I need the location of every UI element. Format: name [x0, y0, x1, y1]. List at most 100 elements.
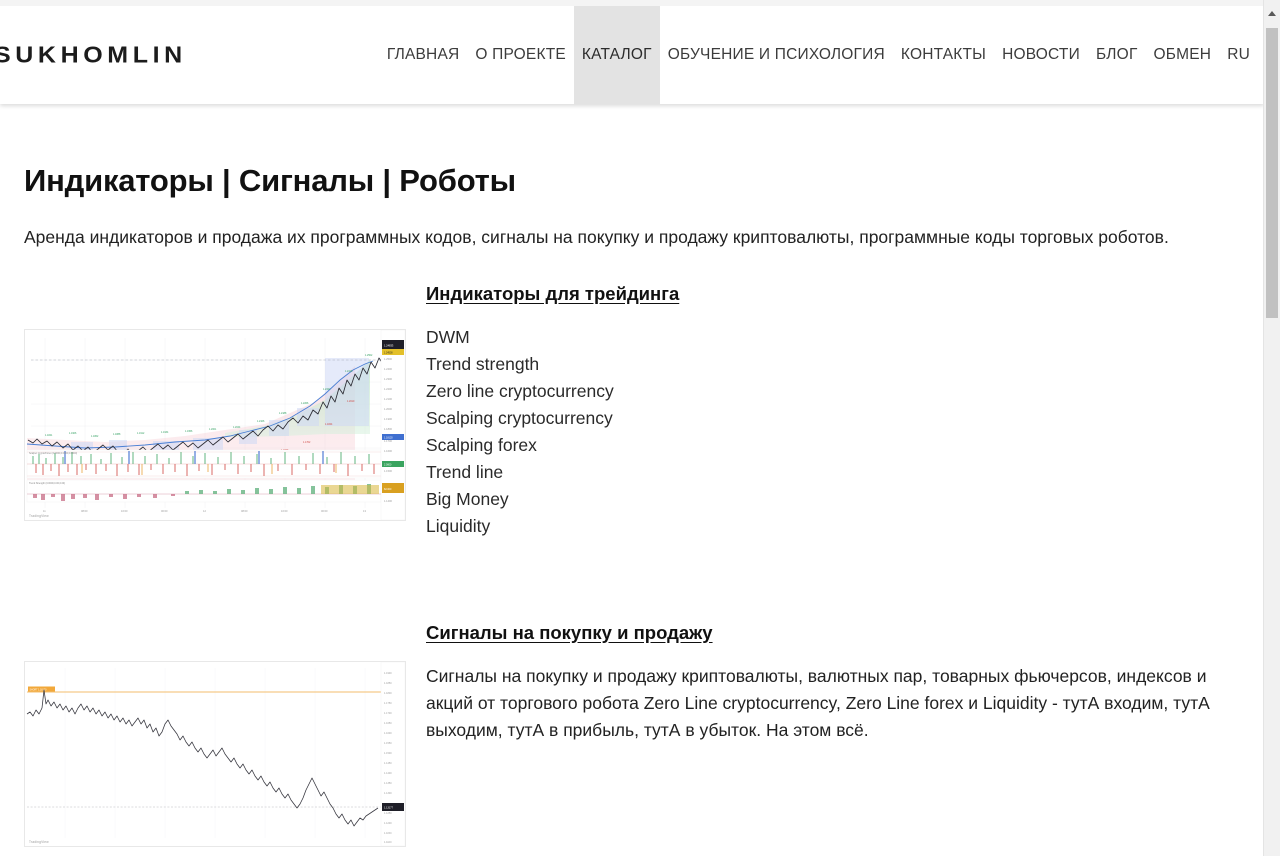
svg-text:00:00: 00:00	[321, 509, 328, 513]
svg-text:1.1150: 1.1150	[384, 832, 392, 835]
svg-text:1.2400: 1.2400	[384, 367, 392, 371]
svg-text:1.1702: 1.1702	[303, 441, 311, 444]
nav-item-exchange[interactable]: ОБМЕН	[1153, 46, 1212, 63]
svg-text:1.1500: 1.1500	[384, 752, 392, 755]
svg-text:00:00: 00:00	[161, 509, 168, 513]
page-scrollbar[interactable]	[1263, 0, 1280, 856]
main-navigation: ГЛАВНАЯ О ПРОЕКТЕ КАТАЛОГ ОБУЧЕНИЕ И ПСИ…	[379, 6, 1264, 104]
nav-item-language[interactable]: RU	[1227, 46, 1250, 63]
svg-text:SHORT 1.18120: SHORT 1.18120	[30, 689, 48, 691]
svg-text:1.2418: 1.2418	[345, 370, 353, 373]
list-item[interactable]: Scalping cryptocurrency	[426, 407, 613, 428]
list-item[interactable]: Zero line cryptocurrency	[426, 380, 614, 401]
svg-text:1.1912: 1.1912	[137, 432, 145, 435]
svg-text:12: 12	[203, 509, 206, 513]
svg-text:1.1100: 1.1100	[384, 841, 392, 844]
svg-text:1.2200: 1.2200	[384, 387, 392, 391]
svg-text:1.1400: 1.1400	[384, 772, 392, 775]
svg-text:1.1200: 1.1200	[384, 822, 392, 825]
svg-text:08:00: 08:00	[81, 509, 88, 513]
svg-text:1.1700: 1.1700	[384, 712, 392, 715]
svg-text:1.2266: 1.2266	[301, 402, 309, 405]
scrollbar-thumb[interactable]	[1266, 28, 1278, 318]
svg-text:1.1700: 1.1700	[384, 439, 392, 443]
svg-text:1.1650: 1.1650	[384, 722, 392, 725]
signals-chart-thumbnail[interactable]: SHORT 1.18120 1.1900 1.1850 1.1800 1.1750 …	[24, 660, 406, 847]
svg-text:1.2010: 1.2010	[347, 400, 355, 403]
svg-text:1.1400: 1.1400	[384, 499, 392, 503]
signals-text-column: Сигналы на покупку и продажу Сигналы на …	[404, 621, 1240, 745]
logo-text: SUKHOMLIN	[0, 41, 187, 68]
svg-text:1.18120: 1.18120	[384, 436, 393, 439]
svg-text:1.1844: 1.1844	[325, 423, 333, 426]
svg-text:1.1600: 1.1600	[384, 732, 392, 735]
svg-text:1.2500: 1.2500	[384, 357, 392, 361]
svg-text:Trend Strength (0.0000,0.00,0.: Trend Strength (0.0000,0.00,0.00)	[29, 482, 65, 485]
svg-text:1.1600: 1.1600	[384, 449, 392, 453]
svg-text:1.1550: 1.1550	[384, 742, 392, 745]
page-intro-text: Аренда индикаторов и продажа их программ…	[24, 227, 1169, 248]
section-indicators: 1.16731.1472 1.12541.1044 1.11621.1083 1…	[24, 282, 1240, 541]
svg-text:1.1450: 1.1450	[384, 762, 392, 765]
svg-text:1.1300: 1.1300	[384, 792, 392, 795]
nav-item-home[interactable]: ГЛАВНАЯ	[386, 46, 460, 63]
svg-text:1.1934: 1.1934	[161, 431, 169, 434]
svg-text:1.2001: 1.2001	[209, 428, 217, 431]
svg-text:1.1800: 1.1800	[384, 692, 392, 695]
svg-text:1.1350: 1.1350	[384, 782, 392, 785]
svg-text:1.1750: 1.1750	[384, 702, 392, 705]
section-heading-indicators[interactable]: Индикаторы для трейдинга	[426, 282, 680, 304]
svg-text:82.000: 82.000	[384, 488, 392, 491]
svg-text:1.24500: 1.24500	[384, 351, 393, 354]
nav-item-contacts[interactable]: КОНТАКТЫ	[900, 46, 987, 63]
indicator-list: DWM Trend strength Zero line cryptocurre…	[426, 324, 1240, 541]
svg-text:1.2300: 1.2300	[384, 377, 392, 381]
svg-text:1.2100: 1.2100	[384, 397, 392, 401]
section-heading-signals[interactable]: Сигналы на покупку и продажу	[426, 621, 713, 643]
svg-text:1.1250: 1.1250	[384, 812, 392, 815]
section-signals: SHORT 1.18120 1.1900 1.1850 1.1800 1.1750 …	[24, 621, 1240, 847]
nav-item-education[interactable]: ОБУЧЕНИЕ И ПСИХОЛОГИЯ	[667, 46, 885, 63]
svg-text:2.0000: 2.0000	[384, 463, 392, 466]
list-item[interactable]: Scalping forex	[426, 435, 537, 456]
scrollbar-up-arrow-icon[interactable]	[1264, 4, 1280, 22]
svg-text:16:00: 16:00	[281, 509, 288, 513]
page-title: Индикаторы | Сигналы | Роботы	[24, 163, 516, 198]
svg-text:1.2502: 1.2502	[365, 354, 373, 357]
nav-item-catalog[interactable]: КАТАЛОГ	[573, 6, 660, 104]
svg-text:11: 11	[43, 509, 46, 513]
svg-text:1.1888: 1.1888	[113, 433, 121, 436]
signals-media-column: SHORT 1.18120 1.1900 1.1850 1.1800 1.1750 …	[24, 621, 406, 847]
svg-text:1.2106: 1.2106	[257, 420, 265, 423]
chart-watermark: TradingView	[29, 513, 49, 518]
indicators-text-column: Индикаторы для трейдинга DWM Trend stren…	[404, 282, 1240, 541]
triangle-up-icon	[1268, 10, 1276, 16]
indicator-chart-thumbnail[interactable]: 1.16731.1472 1.12541.1044 1.11621.1083 1…	[24, 328, 406, 521]
list-item[interactable]: Big Money	[426, 489, 509, 510]
svg-text:1.24833: 1.24833	[384, 343, 394, 347]
svg-text:1.2000: 1.2000	[384, 407, 392, 411]
svg-text:Scalper Crypto/Forex (0.0000,0: Scalper Crypto/Forex (0.0000,0.0000,0.00…	[29, 452, 77, 455]
svg-text:16:00: 16:00	[121, 509, 128, 513]
svg-text:1.1906: 1.1906	[69, 432, 77, 435]
section-paragraph-signals: Сигналы на покупку и продажу криптовалют…	[426, 665, 1210, 741]
svg-text:1.1900: 1.1900	[384, 672, 392, 675]
nav-item-news[interactable]: НОВОСТИ	[1002, 46, 1080, 63]
indicator-chart-svg: 1.16731.1472 1.12541.1044 1.11621.1083 1…	[25, 329, 405, 520]
svg-text:1.1956: 1.1956	[185, 430, 193, 433]
site-header: SUKHOMLIN ГЛАВНАЯ О ПРОЕКТЕ КАТАЛОГ ОБУЧ…	[0, 6, 1264, 104]
list-item[interactable]: Trend strength	[426, 353, 540, 374]
svg-text:08:00: 08:00	[241, 509, 248, 513]
list-item[interactable]: DWM	[426, 326, 470, 347]
nav-item-about[interactable]: О ПРОЕКТЕ	[475, 46, 566, 63]
nav-item-blog[interactable]: БЛОГ	[1095, 46, 1138, 63]
svg-text:1.2342: 1.2342	[323, 388, 331, 391]
site-logo[interactable]: SUKHOMLIN	[0, 6, 187, 104]
svg-text:13: 13	[363, 509, 366, 513]
svg-text:1.2044: 1.2044	[233, 426, 241, 429]
list-item[interactable]: Trend line	[426, 462, 504, 483]
svg-text:1.1900: 1.1900	[384, 417, 392, 421]
list-item[interactable]: Liquidity	[426, 516, 491, 537]
